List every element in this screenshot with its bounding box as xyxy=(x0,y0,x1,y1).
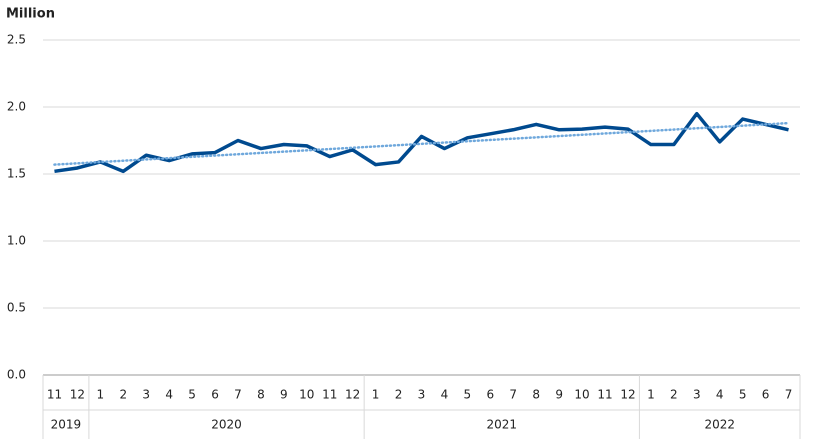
x-tick-label: 11 xyxy=(597,388,612,402)
x-tick-label: 1 xyxy=(647,388,655,402)
x-tick-label: 2 xyxy=(670,388,678,402)
x-tick-label: 7 xyxy=(785,388,793,402)
chart-title: Million xyxy=(6,7,55,22)
group-label: 2019 xyxy=(51,418,82,432)
x-tick-label: 12 xyxy=(70,388,85,402)
x-tick-label: 3 xyxy=(693,388,701,402)
x-tick-label: 8 xyxy=(532,388,540,402)
x-tick-label: 9 xyxy=(280,388,288,402)
x-tick-label: 3 xyxy=(142,388,150,402)
x-tick-label: 4 xyxy=(165,388,173,402)
x-tick-label: 5 xyxy=(188,388,196,402)
x-tick-label: 8 xyxy=(257,388,265,402)
y-tick-label: 1.5 xyxy=(7,167,26,181)
x-tick-label: 11 xyxy=(47,388,62,402)
x-tick-label: 1 xyxy=(97,388,105,402)
x-tick-label: 1 xyxy=(372,388,380,402)
group-label: 2022 xyxy=(704,418,735,432)
y-tick-label: 2.0 xyxy=(7,100,26,114)
x-tick-label: 10 xyxy=(574,388,589,402)
x-tick-label: 4 xyxy=(441,388,449,402)
trend-line xyxy=(53,121,790,166)
x-tick-label: 6 xyxy=(486,388,494,402)
data-line xyxy=(54,111,789,174)
x-tick-label: 11 xyxy=(322,388,337,402)
x-tick-label: 5 xyxy=(739,388,747,402)
x-tick-label: 6 xyxy=(211,388,219,402)
x-tick-label: 6 xyxy=(762,388,770,402)
group-label: 2020 xyxy=(211,418,242,432)
x-tick-label: 3 xyxy=(418,388,426,402)
y-tick-label: 2.5 xyxy=(7,33,26,47)
x-tick-label: 7 xyxy=(234,388,242,402)
y-tick-label: 0.5 xyxy=(7,301,26,315)
x-tick-label: 5 xyxy=(464,388,472,402)
y-tick-label: 0.0 xyxy=(7,368,26,382)
x-tick-label: 4 xyxy=(716,388,724,402)
x-tick-label: 2 xyxy=(395,388,403,402)
x-tick-label: 10 xyxy=(299,388,314,402)
x-tick-label: 9 xyxy=(555,388,563,402)
x-tick-label: 12 xyxy=(345,388,360,402)
y-tick-label: 1.0 xyxy=(7,234,26,248)
x-tick-label: 2 xyxy=(119,388,127,402)
x-tick-label: 7 xyxy=(509,388,517,402)
group-label: 2021 xyxy=(487,418,518,432)
x-tick-label: 12 xyxy=(620,388,635,402)
